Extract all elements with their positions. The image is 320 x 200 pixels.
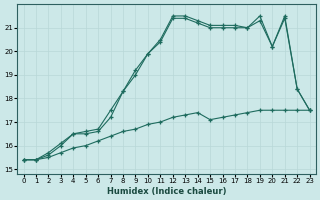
X-axis label: Humidex (Indice chaleur): Humidex (Indice chaleur) <box>107 187 226 196</box>
